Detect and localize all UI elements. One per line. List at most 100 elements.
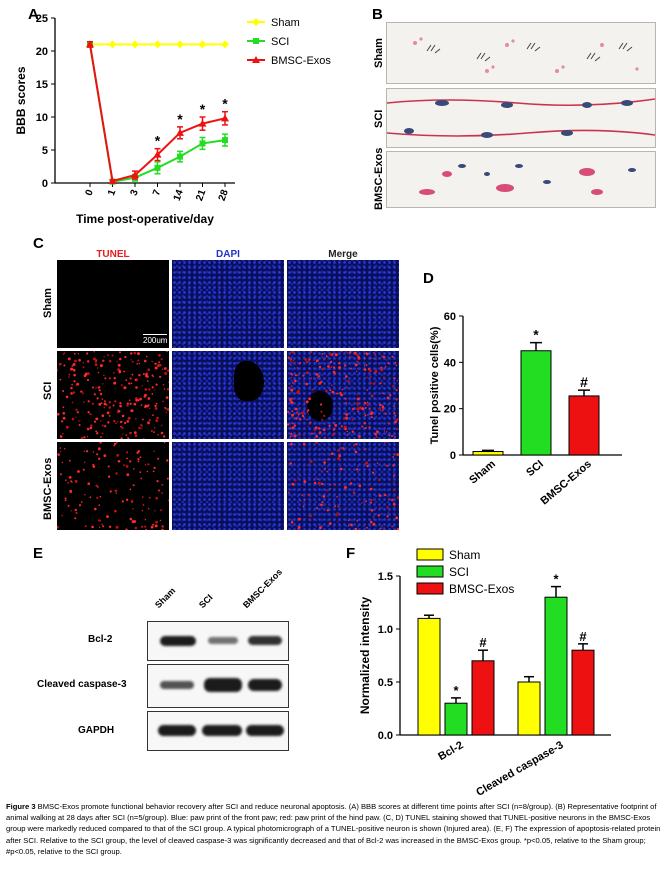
protein-label-gapdh: GAPDH [78,725,115,736]
significance-marker: # [579,629,587,644]
band [204,678,242,692]
footprint-sci [386,88,656,148]
legend-label: SCI [271,36,289,48]
staining-row-sci: SCI [42,381,54,400]
legend-marker [253,38,259,44]
significance-marker: * [177,111,183,127]
tunel-sham-image [57,260,169,348]
data-point [153,40,162,49]
legend-swatch [416,565,444,578]
bar [472,451,504,456]
x-tick-label: 28 [217,188,231,203]
significance-marker: * [200,101,206,117]
x-tick-label: Bcl-2 [436,739,465,763]
y-tick-label: 10 [36,112,48,124]
scale-bar: 200um [143,334,168,345]
x-tick-label: SCI [524,458,546,479]
y-tick-label: 25 [36,13,48,25]
tissue-lesion [234,361,264,401]
tunel-sci-image [57,351,169,439]
data-point [108,40,117,49]
band [248,636,282,645]
y-tick-label: 1.0 [378,624,393,636]
panel-letter-a: A [28,6,39,23]
data-point [108,177,117,185]
data-point [198,40,207,49]
legend-label: SCI [449,565,469,579]
data-point [221,40,229,49]
data-point [176,128,184,136]
legend-marker [252,18,260,26]
footprint-sci-prints [387,98,655,138]
band [160,636,196,646]
y-tick-label: 0.5 [378,677,393,689]
significance-marker: * [533,327,539,343]
significance-marker: * [453,683,459,698]
significance-marker: # [580,374,588,390]
data-point [153,150,162,158]
footprint-sham-prints [413,37,639,73]
y-tick-label: 40 [444,357,456,369]
band [246,725,284,736]
y-tick-label: 1.5 [378,571,393,583]
dapi-sham-image [172,260,284,348]
footprint-row-label-sci: SCI [373,109,385,128]
x-tick-label: 3 [129,188,141,197]
data-point [199,140,206,147]
band [248,679,282,691]
bar [568,395,600,456]
merge-bmsc-image [287,442,399,530]
significance-marker: * [222,96,228,112]
y-tick-label: 0.0 [378,730,393,742]
figure-label: Figure 3 [6,802,36,811]
footprint-bmsc-prints [419,164,636,195]
footprint-bmsc-exos [386,151,656,208]
y-axis-title: Tunel positive cells(%) [429,326,441,444]
dapi-bmsc-image [172,442,284,530]
blot-gapdh [147,711,289,751]
data-point [86,40,94,48]
band [202,725,242,736]
staining-row-bmsc: BMSC-Exos [42,457,54,520]
x-tick-label: BMSC-Exos [538,458,593,507]
tunel-positive-nuclei [287,351,399,439]
bar [444,702,468,736]
data-point [176,40,184,49]
x-tick-label: 14 [172,188,186,203]
tunel-positive-nuclei [57,351,169,439]
merge-sham-image [287,260,399,348]
significance-marker: * [553,572,559,587]
x-tick-label: 7 [151,188,163,197]
blot-bcl2 [147,621,289,661]
footprint-row-label-sham: Sham [373,38,385,68]
y-axis-title: BBB scores [14,66,28,134]
legend-label: BMSC-Exos [449,582,514,596]
y-tick-label: 15 [36,79,48,91]
bar [544,596,568,736]
panel-letter-c: C [33,235,44,252]
x-tick-label: Sham [467,458,498,487]
dapi-sci-image [172,351,284,439]
band [158,725,196,736]
legend-label: Sham [449,548,480,562]
legend-swatch [416,548,444,561]
bar [520,350,552,456]
y-tick-label: 5 [42,145,48,157]
band [160,681,194,689]
y-tick-label: 0 [42,178,48,190]
data-point [131,40,139,49]
figure-caption-text: BMSC-Exos promote functional behavior re… [6,802,661,856]
y-tick-label: 20 [444,404,456,416]
x-axis-title: Time post-operative/day [76,212,214,226]
lane-label-sham: Sham [152,585,178,610]
tunel-positive-nuclei [287,442,399,530]
protein-label-caspase3: Cleaved caspase-3 [37,679,127,690]
panel-letter-e: E [33,545,44,562]
normalized-intensity-bar-chart: 0.0 0.5 1.0 1.5 Normalized intensity * # Bcl-2 *… [358,548,611,799]
bar [471,660,495,736]
blot-cleaved-caspase3 [147,664,289,708]
legend-marker [252,56,260,63]
protein-label-bcl2: Bcl-2 [88,634,113,645]
staining-col-dapi: DAPI [216,249,240,260]
